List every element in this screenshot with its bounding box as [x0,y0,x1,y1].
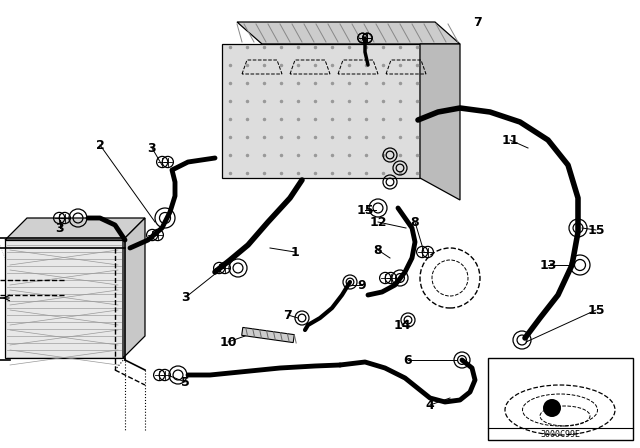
Polygon shape [237,22,460,44]
Polygon shape [420,44,460,200]
Text: 7: 7 [284,309,292,322]
Text: 5: 5 [180,375,189,388]
Text: 8: 8 [411,215,419,228]
Text: 3: 3 [56,221,64,234]
Bar [488,358,633,440]
Text: 6: 6 [404,353,412,366]
Text: 7: 7 [474,16,483,29]
Text: 13: 13 [540,258,557,271]
Text: 3000C99E: 3000C99E [540,430,580,439]
Text: 15: 15 [356,203,374,216]
Polygon shape [5,218,145,240]
Text: 8: 8 [374,244,382,257]
Text: 14: 14 [393,319,411,332]
Polygon shape [242,327,294,343]
Text: 4: 4 [426,399,435,412]
Text: 15: 15 [588,303,605,316]
Polygon shape [222,44,420,178]
Text: 1: 1 [291,246,300,258]
Text: 12: 12 [369,215,387,228]
Polygon shape [5,240,123,358]
Circle shape [543,399,561,417]
Text: 3: 3 [148,142,156,155]
Text: 10: 10 [220,336,237,349]
Text: 9: 9 [358,279,366,292]
Text: 15: 15 [588,224,605,237]
Text: 11: 11 [501,134,519,146]
Text: 3: 3 [182,290,190,303]
Polygon shape [123,218,145,358]
Text: 2: 2 [95,138,104,151]
